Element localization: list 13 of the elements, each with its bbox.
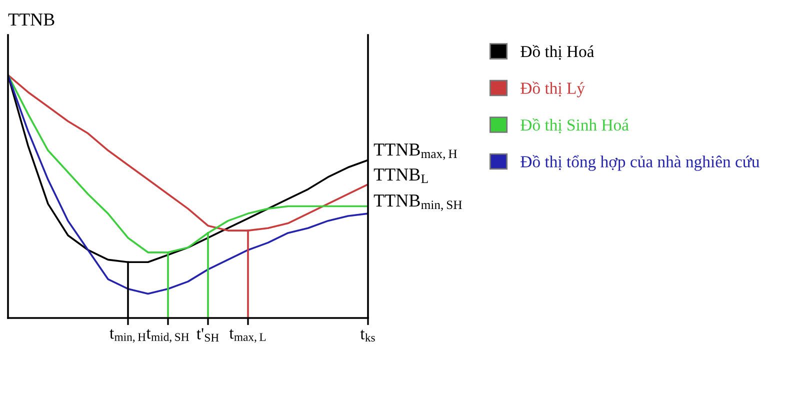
x-tick-label: t$_{min,H}$ xyxy=(110,329,146,343)
x-tick-label: t'$_{SH}$ xyxy=(196,328,219,342)
annotation: TTNB$_{max,H}$ xyxy=(374,144,457,160)
legend-label: Đồ thị Lý xyxy=(520,82,585,98)
legend-label: Đồ thị Sinh Hoá xyxy=(520,118,629,134)
annotation: TTNB$_{L}$ xyxy=(374,168,428,183)
x-tick-label: t$_{max,L}$ xyxy=(229,329,266,343)
x-tick-label: t$_{mid,SH}$ xyxy=(146,329,189,343)
y-axis-title: TTNB xyxy=(8,14,54,26)
x-tick-label: t$_{ks}$ xyxy=(360,330,375,342)
legend-label: Đồ thị tổng hợp của nhà nghiên cứu xyxy=(520,155,760,171)
legend-label: Đồ thị Hoá xyxy=(520,44,594,60)
annotation: TTNB$_{min,SH}$ xyxy=(374,194,462,211)
